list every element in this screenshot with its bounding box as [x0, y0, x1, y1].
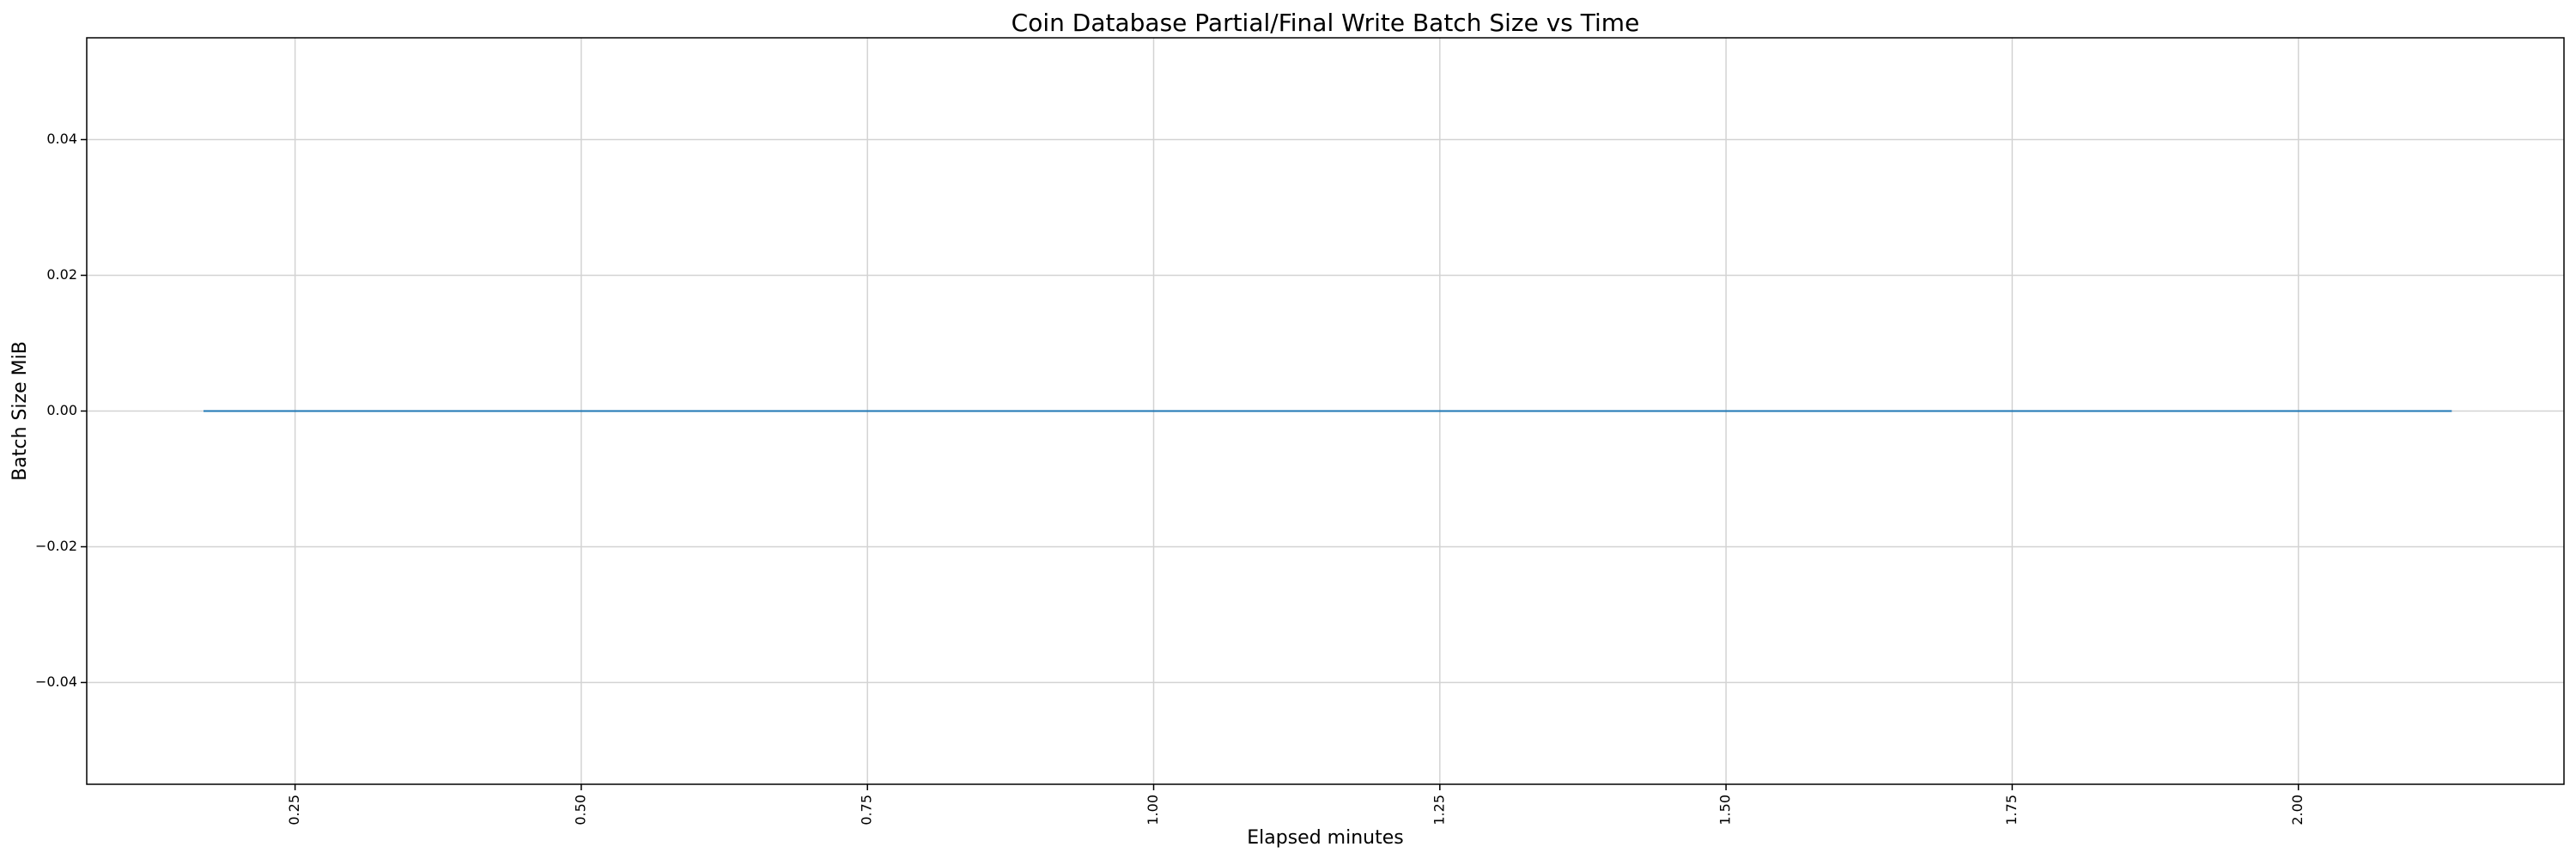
- tick-layer: 0.25 0.50 0.75 1.00 1.25 1.50 1.75 2.00 −0.04 −0.…: [35, 131, 2306, 825]
- y-tick-label: 0.02: [46, 266, 77, 283]
- y-axis-title: Batch Size MiB: [9, 341, 31, 481]
- y-tick-label: 0.00: [46, 402, 77, 418]
- x-tick-label: 0.75: [859, 795, 875, 825]
- y-tick-label: −0.02: [35, 538, 77, 554]
- y-tick-label: −0.04: [35, 673, 77, 690]
- x-tick-label: 2.00: [2289, 795, 2306, 825]
- y-tick-label: 0.04: [46, 131, 77, 147]
- x-tick-label: 0.25: [286, 795, 302, 825]
- chart-title: Coin Database Partial/Final Write Batch …: [1012, 9, 1640, 37]
- x-tick-label: 1.00: [1145, 795, 1161, 825]
- x-tick-label: 1.50: [1717, 795, 1734, 825]
- x-axis-title: Elapsed minutes: [1247, 827, 1403, 849]
- x-tick-label: 1.75: [2003, 795, 2020, 825]
- x-tick-label: 1.25: [1431, 795, 1447, 825]
- x-tick-label: 0.50: [572, 795, 588, 825]
